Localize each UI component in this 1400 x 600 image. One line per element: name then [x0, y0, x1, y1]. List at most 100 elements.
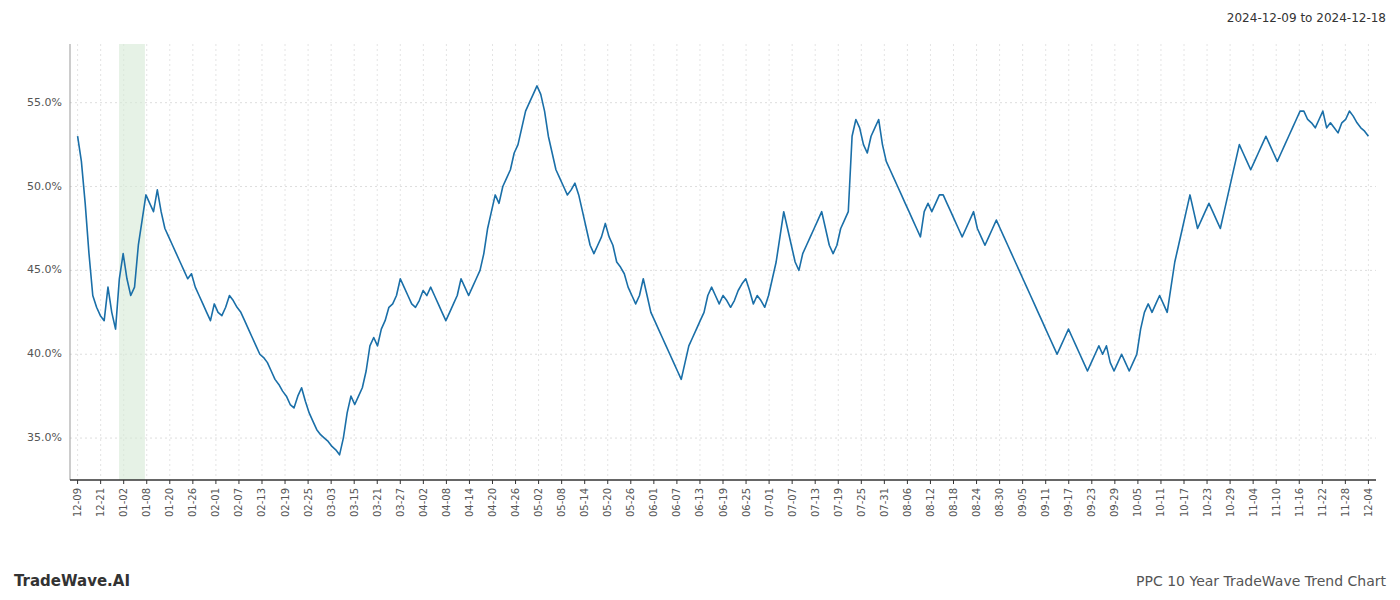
- x-tick: [308, 480, 309, 484]
- x-tick: [699, 480, 700, 484]
- x-tick: [238, 480, 239, 484]
- x-grid-line: [192, 44, 193, 480]
- x-tick-label: 04-02: [418, 488, 429, 517]
- title: 2024-12-09 to 2024-12-18: [1227, 11, 1386, 25]
- x-grid-line: [100, 44, 101, 480]
- x-tick-label: 11-28: [1340, 488, 1351, 517]
- x-grid-line: [1091, 44, 1092, 480]
- x-tick: [77, 480, 78, 484]
- x-grid-line: [653, 44, 654, 480]
- x-grid-line: [746, 44, 747, 480]
- x-grid-line: [884, 44, 885, 480]
- x-tick-label: 07-31: [879, 488, 890, 517]
- x-grid-line: [423, 44, 424, 480]
- x-grid-line: [308, 44, 309, 480]
- x-tick: [123, 480, 124, 484]
- x-tick-label: 10-11: [1155, 488, 1166, 517]
- x-tick-label: 10-17: [1179, 488, 1190, 517]
- chart: 35.0%40.0%45.0%50.0%55.0%12-0912-2101-02…: [0, 0, 1400, 600]
- x-tick-label: 12-09: [72, 488, 83, 517]
- x-tick: [884, 480, 885, 484]
- x-grid-line: [1160, 44, 1161, 480]
- x-grid-line: [400, 44, 401, 480]
- x-tick-label: 02-07: [233, 488, 244, 517]
- x-grid-line: [238, 44, 239, 480]
- trend-line: [78, 86, 1369, 455]
- x-grid-line: [1345, 44, 1346, 480]
- x-tick: [515, 480, 516, 484]
- x-grid-line: [1230, 44, 1231, 480]
- x-tick: [746, 480, 747, 484]
- x-grid-line: [1322, 44, 1323, 480]
- x-tick-label: 05-02: [533, 488, 544, 517]
- x-tick: [815, 480, 816, 484]
- x-tick-label: 07-19: [833, 488, 844, 517]
- x-tick-label: 07-07: [787, 488, 798, 517]
- x-tick-label: 11-22: [1317, 488, 1328, 517]
- x-grid-line: [1184, 44, 1185, 480]
- x-tick-label: 07-13: [810, 488, 821, 517]
- x-tick-label: 09-17: [1063, 488, 1074, 517]
- x-tick: [769, 480, 770, 484]
- x-tick-label: 01-08: [141, 488, 152, 517]
- x-tick-label: 06-19: [718, 488, 729, 517]
- x-tick-label: 08-06: [902, 488, 913, 517]
- x-axis: 12-0912-2101-0201-0801-2001-2602-0102-07…: [72, 480, 1374, 517]
- x-tick-label: 04-14: [464, 488, 475, 517]
- x-tick: [377, 480, 378, 484]
- x-grid-line: [584, 44, 585, 480]
- x-tick-label: 06-13: [694, 488, 705, 517]
- y-tick-label: 40.0%: [27, 347, 62, 360]
- x-grid-line: [930, 44, 931, 480]
- x-tick-label: 01-26: [187, 488, 198, 517]
- x-tick: [1276, 480, 1277, 484]
- footer-right: PPC 10 Year TradeWave Trend Chart: [1136, 573, 1386, 589]
- x-grid-line: [446, 44, 447, 480]
- x-tick-label: 09-11: [1040, 488, 1051, 517]
- x-tick-label: 09-29: [1109, 488, 1120, 517]
- x-grid-line: [1137, 44, 1138, 480]
- plot-area: [78, 44, 1369, 480]
- x-tick-label: 05-14: [579, 488, 590, 517]
- x-tick: [1137, 480, 1138, 484]
- x-tick-label: 07-01: [764, 488, 775, 517]
- x-tick-label: 03-27: [395, 488, 406, 517]
- x-tick: [331, 480, 332, 484]
- y-tick-label: 45.0%: [27, 263, 62, 276]
- x-grid-line: [1022, 44, 1023, 480]
- x-tick-label: 05-26: [625, 488, 636, 517]
- x-tick-label: 02-25: [303, 488, 314, 517]
- x-tick-label: 05-20: [602, 488, 613, 517]
- x-tick: [607, 480, 608, 484]
- x-tick-label: 04-08: [441, 488, 452, 517]
- x-tick: [584, 480, 585, 484]
- y-axis-line: [70, 44, 71, 480]
- x-grid-line: [976, 44, 977, 480]
- x-tick-label: 07-25: [856, 488, 867, 517]
- x-grid-line: [169, 44, 170, 480]
- x-grid-line: [492, 44, 493, 480]
- x-tick: [653, 480, 654, 484]
- x-tick-label: 10-05: [1132, 488, 1143, 517]
- x-tick: [1022, 480, 1023, 484]
- x-tick-label: 08-24: [971, 488, 982, 517]
- x-tick: [400, 480, 401, 484]
- x-tick-label: 06-07: [671, 488, 682, 517]
- x-grid-line: [146, 44, 147, 480]
- x-tick: [100, 480, 101, 484]
- x-tick-label: 08-18: [948, 488, 959, 517]
- x-tick-label: 11-04: [1248, 488, 1259, 517]
- x-grid-line: [331, 44, 332, 480]
- x-tick: [285, 480, 286, 484]
- x-grid-line: [561, 44, 562, 480]
- x-tick: [1160, 480, 1161, 484]
- x-tick-label: 11-16: [1294, 488, 1305, 517]
- x-grid-line: [1045, 44, 1046, 480]
- x-tick: [976, 480, 977, 484]
- x-tick: [354, 480, 355, 484]
- x-grid-line: [699, 44, 700, 480]
- x-tick-label: 11-10: [1271, 488, 1282, 517]
- y-tick-label: 50.0%: [27, 180, 62, 193]
- x-tick: [261, 480, 262, 484]
- chart-container: 35.0%40.0%45.0%50.0%55.0%12-0912-2101-02…: [0, 0, 1400, 600]
